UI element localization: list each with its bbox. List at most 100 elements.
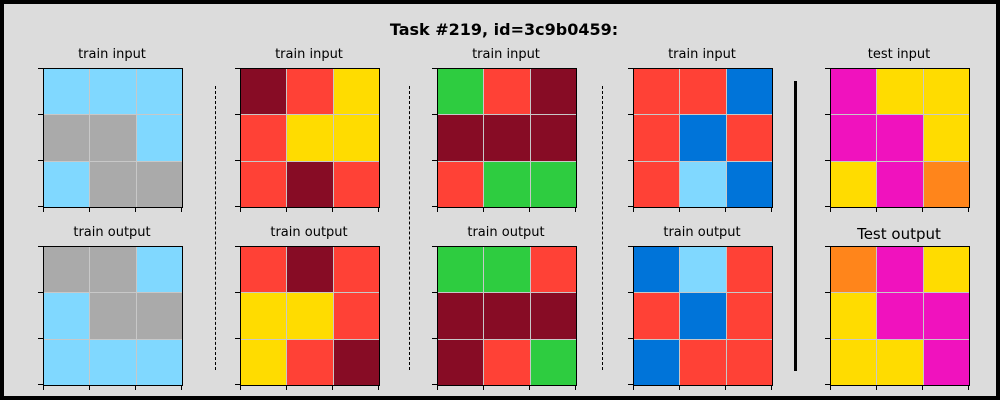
input-grid-label: train input (275, 47, 343, 62)
grid-cell (438, 115, 484, 161)
grid-cell (831, 247, 877, 293)
grid-cell (634, 115, 680, 161)
grid-cell (241, 247, 287, 293)
axis-tick (38, 114, 43, 115)
grid-cell (287, 115, 333, 161)
grid-cell (484, 115, 530, 161)
axis-tick (235, 246, 240, 247)
grid-cell (287, 293, 333, 339)
axis-tick (725, 385, 726, 390)
grid-cell (634, 247, 680, 293)
axis-tick (628, 246, 633, 247)
axis-tick (830, 385, 831, 390)
grid-cell (923, 115, 969, 161)
axis-tick (43, 385, 44, 390)
grid-cell (241, 161, 287, 207)
axis-tick (876, 207, 877, 212)
axis-tick (825, 338, 830, 339)
axis-tick (378, 385, 379, 390)
output-grid (240, 246, 380, 386)
axis-tick (235, 338, 240, 339)
output-grid-label: train output (270, 225, 348, 240)
output-grid-label: train output (663, 225, 741, 240)
grid-cell (241, 339, 287, 385)
axis-tick (825, 160, 830, 161)
axis-tick (437, 385, 438, 390)
axis-tick (432, 68, 437, 69)
axis-tick (825, 114, 830, 115)
axis-tick (575, 385, 576, 390)
axis-tick (968, 207, 969, 212)
output-grid-label: train output (467, 225, 545, 240)
grid-cell (831, 293, 877, 339)
axis-tick (181, 207, 182, 212)
axis-tick (922, 385, 923, 390)
grid-cell (923, 69, 969, 115)
axis-tick (89, 207, 90, 212)
grid-cell (680, 247, 726, 293)
grid-cell (136, 247, 182, 293)
grid-cell (726, 115, 772, 161)
output-grid (437, 246, 577, 386)
grid-cell (333, 115, 379, 161)
axis-tick (432, 292, 437, 293)
axis-tick (876, 385, 877, 390)
axis-tick (38, 206, 43, 207)
output-grid-label: train output (73, 225, 151, 240)
grid-cell (680, 339, 726, 385)
axis-tick (378, 207, 379, 212)
axis-tick (432, 338, 437, 339)
axis-tick (628, 114, 633, 115)
axis-tick (235, 160, 240, 161)
grid-cell (241, 115, 287, 161)
grid-cell (484, 247, 530, 293)
grid-cell (136, 293, 182, 339)
grid-cell (438, 293, 484, 339)
axis-tick (38, 338, 43, 339)
axis-tick (575, 207, 576, 212)
input-grid-label: train input (668, 47, 736, 62)
grid-cell (136, 339, 182, 385)
input-grid-label: train input (78, 47, 146, 62)
grid-cell (287, 69, 333, 115)
output-grid (633, 246, 773, 386)
axis-tick (240, 385, 241, 390)
input-grid (240, 68, 380, 208)
axis-tick (968, 385, 969, 390)
grid-cell (44, 247, 90, 293)
grid-cell (831, 115, 877, 161)
axis-tick (825, 68, 830, 69)
axis-tick (135, 207, 136, 212)
grid-cell (877, 69, 923, 115)
grid-cell (484, 293, 530, 339)
axis-tick (830, 207, 831, 212)
input-grid (830, 68, 970, 208)
grid-cell (877, 247, 923, 293)
grid-cell (634, 339, 680, 385)
axis-tick (825, 246, 830, 247)
grid-cell (923, 293, 969, 339)
grid-cell (287, 247, 333, 293)
axis-tick (825, 206, 830, 207)
grid-cell (333, 161, 379, 207)
separator-line (602, 86, 603, 370)
axis-tick (633, 385, 634, 390)
grid-cell (877, 115, 923, 161)
grid-cell (90, 161, 136, 207)
grid-cell (726, 247, 772, 293)
grid-cell (484, 161, 530, 207)
axis-tick (38, 292, 43, 293)
axis-tick (771, 385, 772, 390)
axis-tick (483, 207, 484, 212)
grid-cell (44, 69, 90, 115)
grid-cell (136, 115, 182, 161)
grid-cell (680, 69, 726, 115)
grid-cell (333, 339, 379, 385)
grid-cell (241, 293, 287, 339)
grid-cell (90, 69, 136, 115)
grid-cell (530, 161, 576, 207)
axis-tick (235, 292, 240, 293)
axis-tick (725, 207, 726, 212)
axis-tick (432, 160, 437, 161)
separator-line (409, 86, 410, 370)
